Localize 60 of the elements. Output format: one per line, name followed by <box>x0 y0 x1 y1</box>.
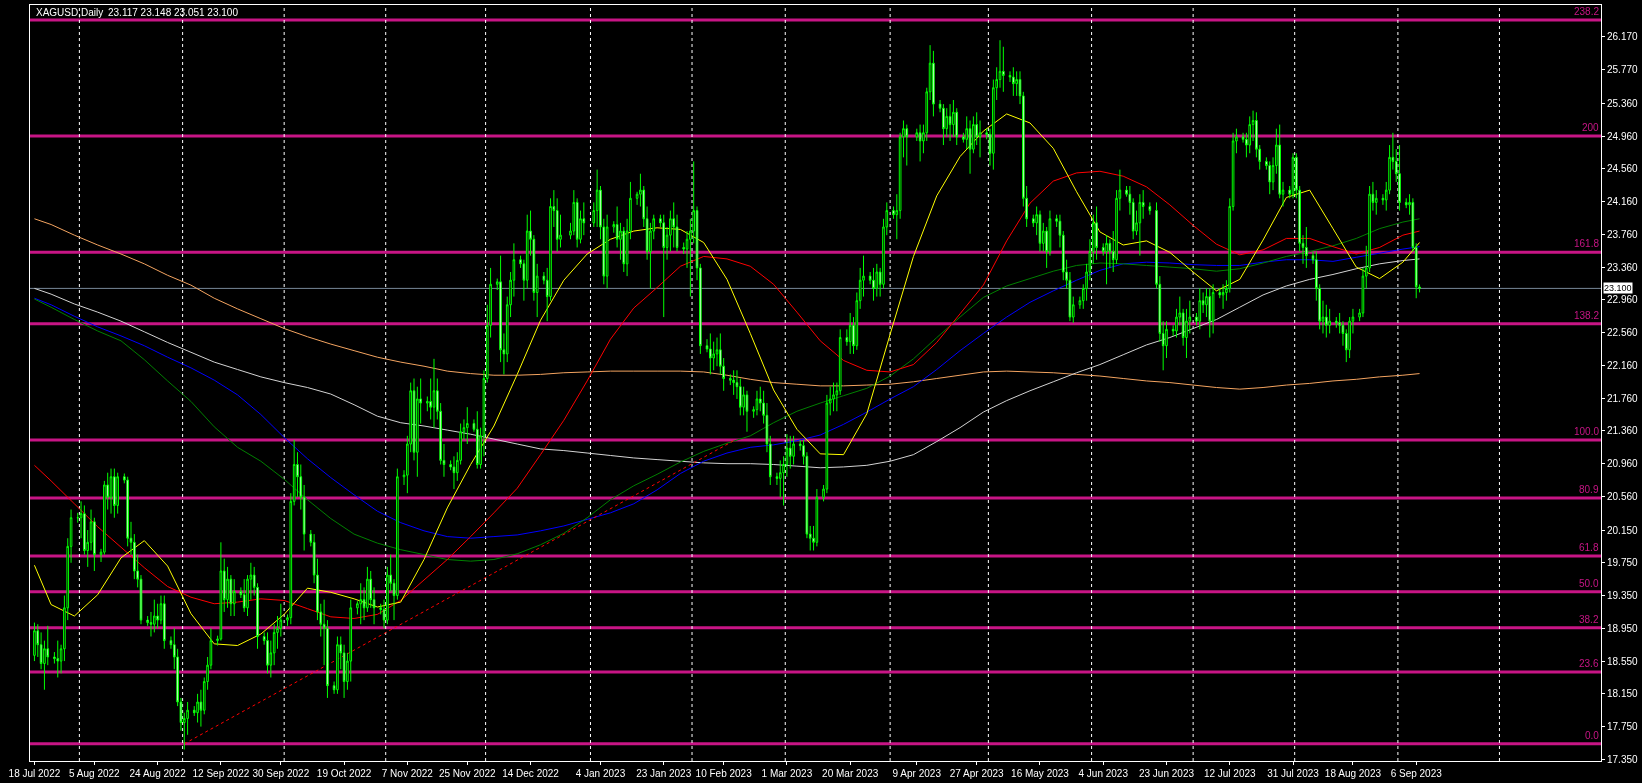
chart-title: XAGUSD,Daily <box>36 7 104 18</box>
x-tick-label: 1 Mar 2023 <box>761 768 813 779</box>
ref-line-label: 61.8 <box>1579 542 1599 553</box>
ref-line-label: 38.2 <box>1579 614 1599 625</box>
y-tick-label: 24.160 <box>1607 196 1639 208</box>
x-tick-label: 19 Oct 2022 <box>316 768 372 779</box>
x-tick-label: 9 Apr 2023 <box>892 768 942 779</box>
x-tick-label: 18 Jul 2022 <box>8 768 61 779</box>
ref-line-label: 138.2 <box>1574 310 1600 321</box>
y-tick-label: 20.960 <box>1607 458 1639 470</box>
y-tick-label: 22.160 <box>1607 359 1639 371</box>
x-tick-label: 16 May 2023 <box>1011 768 1070 779</box>
x-tick-label: 25 Nov 2022 <box>438 768 497 779</box>
ref-line-label: 100.0 <box>1574 426 1600 437</box>
y-tick-label: 18.150 <box>1607 688 1639 700</box>
y-tick-label: 17.350 <box>1607 753 1639 765</box>
ref-line-label: 50.0 <box>1579 578 1599 589</box>
ref-line-label: 80.9 <box>1579 484 1599 495</box>
x-tick-label: 30 Sep 2022 <box>252 768 310 779</box>
x-tick-label: 14 Dec 2022 <box>502 768 560 779</box>
y-tick-label: 19.350 <box>1607 590 1639 602</box>
y-tick-label: 22.560 <box>1607 327 1639 339</box>
x-tick-label: 6 Sep 2023 <box>1390 768 1443 779</box>
y-tick-label: 21.760 <box>1607 392 1639 404</box>
ref-line-label: 23.100 <box>1604 283 1632 293</box>
ref-line-label: 23.6 <box>1579 658 1599 669</box>
x-tick-label: 4 Jun 2023 <box>1078 768 1129 779</box>
y-tick-label: 24.560 <box>1607 163 1639 175</box>
y-tick-label: 23.360 <box>1607 261 1639 273</box>
y-tick-label: 24.960 <box>1607 130 1639 142</box>
y-tick-label: 20.150 <box>1607 524 1639 536</box>
y-tick-label: 19.750 <box>1607 557 1639 569</box>
x-tick-label: 24 Aug 2022 <box>129 768 187 779</box>
y-tick-label: 26.170 <box>1607 31 1639 43</box>
x-tick-label: 4 Jan 2023 <box>575 768 626 779</box>
ref-line-label: 200 <box>1582 122 1600 133</box>
x-tick-label: 7 Nov 2022 <box>381 768 434 779</box>
x-tick-label: 12 Sep 2022 <box>192 768 250 779</box>
y-tick-label: 25.360 <box>1607 97 1639 109</box>
x-tick-label: 12 Jul 2023 <box>1203 768 1257 779</box>
x-tick-label: 10 Feb 2023 <box>695 768 753 779</box>
ref-line-label: 238.2 <box>1574 6 1600 17</box>
y-tick-label: 20.560 <box>1607 490 1639 502</box>
x-tick-label: 23 Jan 2023 <box>636 768 692 779</box>
x-tick-label: 5 Aug 2022 <box>69 768 121 779</box>
y-tick-label: 18.550 <box>1607 655 1639 667</box>
y-tick-label: 17.750 <box>1607 721 1639 733</box>
x-tick-label: 31 Jul 2023 <box>1267 768 1320 779</box>
y-tick-label: 25.770 <box>1607 64 1639 76</box>
y-tick-label: 22.960 <box>1607 294 1639 306</box>
y-tick-label: 18.950 <box>1607 622 1639 634</box>
chart-subtitle: 23.117 23.148 23.051 23.100 <box>108 7 239 18</box>
ref-line-label: 0.0 <box>1585 730 1600 741</box>
y-tick-label: 23.760 <box>1607 228 1639 240</box>
x-tick-label: 18 Aug 2023 <box>1324 768 1382 779</box>
x-tick-label: 27 Apr 2023 <box>949 768 1005 779</box>
x-tick-label: 20 Mar 2023 <box>822 768 879 779</box>
y-tick-label: 21.360 <box>1607 425 1639 437</box>
ref-line-label: 161.8 <box>1574 238 1600 249</box>
x-tick-label: 23 Jun 2023 <box>1138 768 1195 779</box>
